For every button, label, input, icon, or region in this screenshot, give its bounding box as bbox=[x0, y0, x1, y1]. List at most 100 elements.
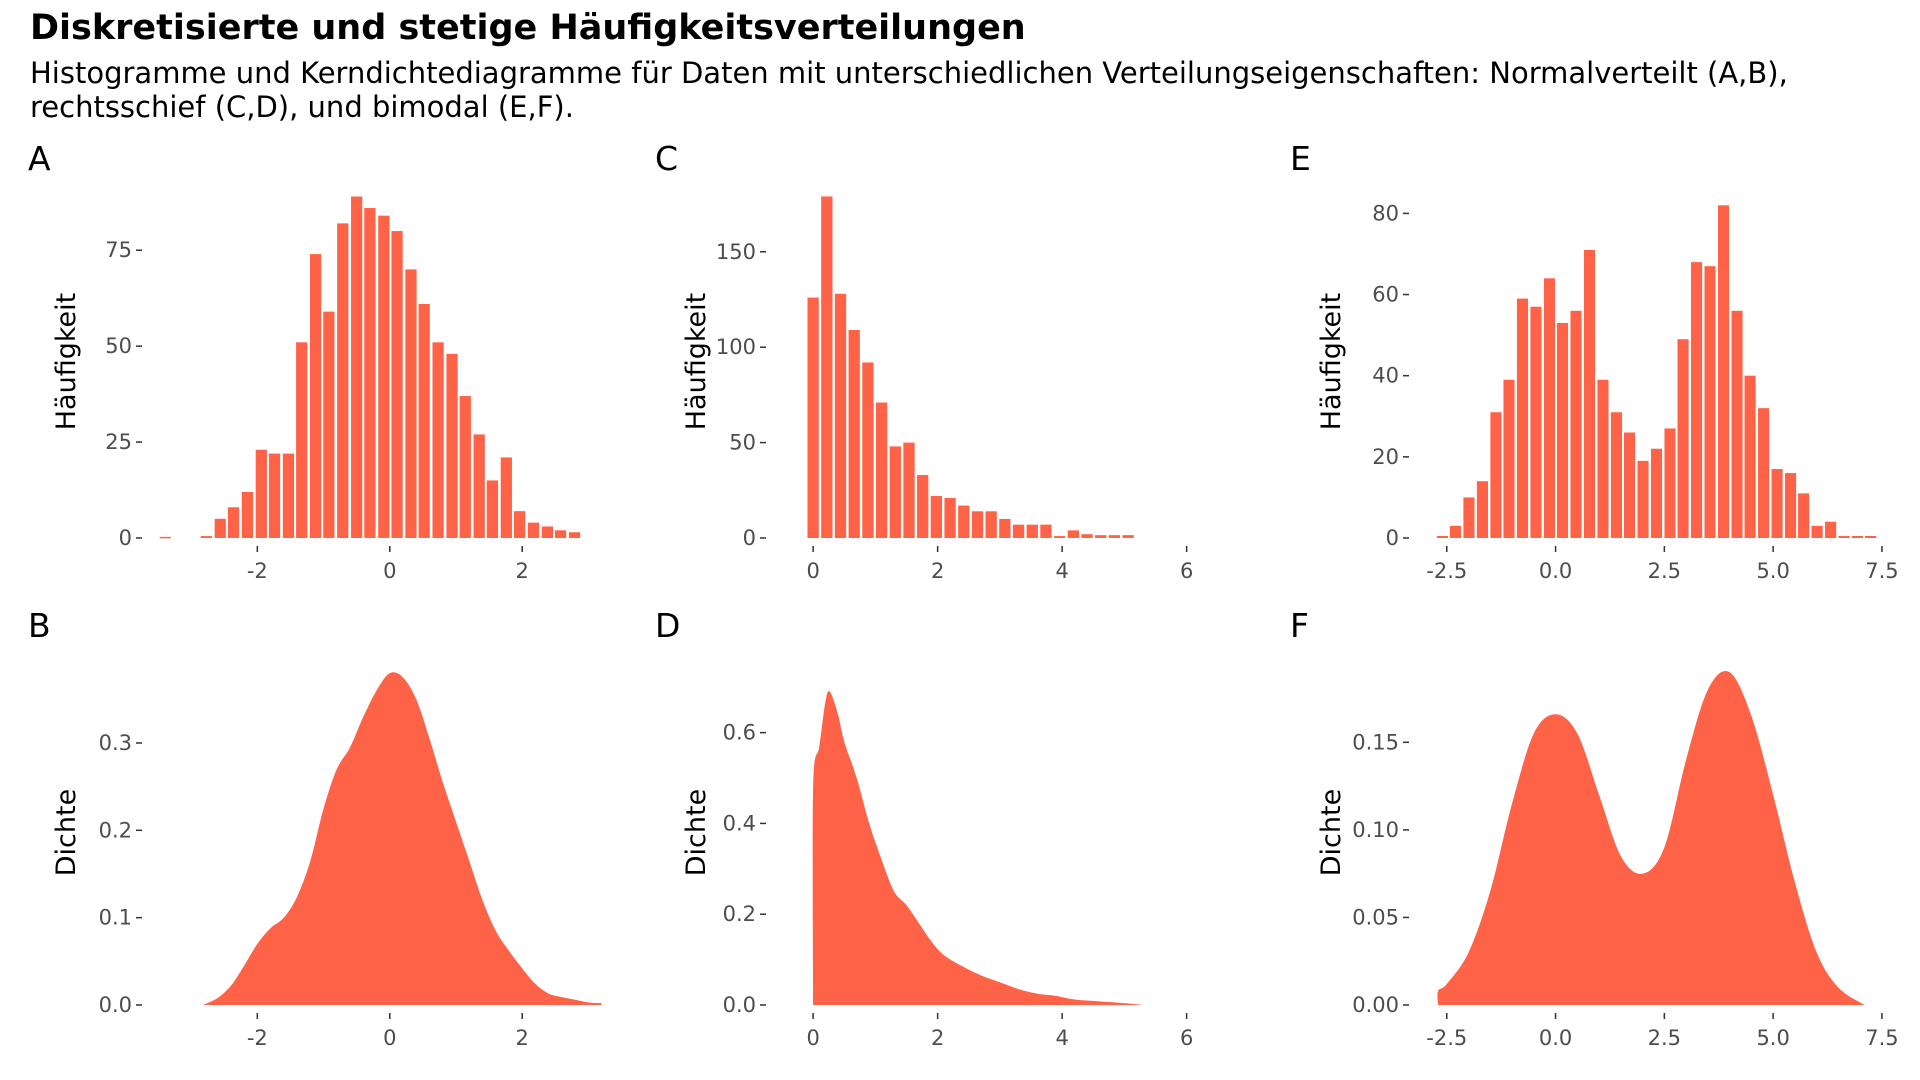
y-tick-label: 150 bbox=[716, 240, 756, 264]
panel-label: F bbox=[1290, 606, 1309, 645]
histogram-bar bbox=[227, 507, 240, 538]
x-tick-label: 0 bbox=[806, 1026, 819, 1050]
panel-label: C bbox=[655, 139, 678, 178]
y-tick-label: 0.1 bbox=[99, 906, 132, 930]
histogram-bar bbox=[930, 496, 943, 538]
histogram-bar bbox=[1825, 521, 1837, 538]
histogram-bar bbox=[1081, 534, 1093, 538]
y-tick-label: 50 bbox=[105, 334, 132, 358]
histogram-bar bbox=[378, 215, 390, 538]
y-tick-label: 60 bbox=[1372, 283, 1399, 307]
x-tick-label: 2 bbox=[516, 1026, 529, 1050]
x-tick-label: 7.5 bbox=[1865, 1026, 1898, 1050]
y-tick-label: 80 bbox=[1372, 201, 1399, 225]
histogram-bar bbox=[848, 330, 860, 538]
histogram-bar bbox=[1623, 432, 1636, 538]
histogram-bar bbox=[1543, 278, 1556, 538]
y-tick-label: 0.0 bbox=[99, 993, 132, 1017]
histogram-bar bbox=[1436, 535, 1448, 538]
histogram-bar bbox=[1691, 262, 1703, 538]
x-tick-label: -2.5 bbox=[1426, 559, 1467, 583]
y-tick-label: 0 bbox=[1386, 526, 1399, 550]
histogram-bar bbox=[391, 231, 403, 539]
histogram-bar bbox=[862, 362, 874, 538]
histogram-bar bbox=[527, 522, 540, 538]
histogram-bar bbox=[513, 511, 526, 538]
histogram-bar bbox=[917, 475, 929, 538]
histogram-bar bbox=[889, 446, 901, 538]
x-tick-label: 0 bbox=[383, 559, 396, 583]
y-tick-label: 50 bbox=[729, 431, 756, 455]
histogram-bar bbox=[985, 511, 997, 538]
page-title: Diskretisierte und stetige Häufigkeitsve… bbox=[30, 8, 1026, 48]
histogram-bar bbox=[568, 532, 581, 538]
histogram-bar bbox=[834, 293, 847, 538]
histogram-bar bbox=[1530, 306, 1542, 538]
histogram-bar bbox=[351, 196, 363, 538]
histogram-bar bbox=[364, 208, 376, 539]
histogram-bar bbox=[337, 223, 349, 538]
histogram-bar bbox=[971, 511, 984, 538]
histogram-bar bbox=[1811, 525, 1823, 538]
y-tick-label: 20 bbox=[1372, 445, 1399, 469]
histogram-bar bbox=[1026, 524, 1038, 538]
y-tick-label: 75 bbox=[105, 238, 132, 262]
histogram-bar bbox=[958, 505, 970, 538]
histogram-bar bbox=[1865, 535, 1877, 538]
y-tick-label: 0 bbox=[119, 526, 132, 550]
histogram-bar bbox=[944, 497, 956, 538]
y-tick-label: 0.6 bbox=[723, 721, 756, 745]
histogram-bar bbox=[1664, 428, 1676, 538]
histogram-bar bbox=[323, 311, 335, 538]
histogram-bar bbox=[1503, 379, 1515, 538]
histogram-bar bbox=[1758, 408, 1770, 538]
x-tick-label: 0 bbox=[383, 1026, 396, 1050]
y-tick-label: 0.3 bbox=[99, 731, 132, 755]
x-tick-label: 4 bbox=[1055, 559, 1068, 583]
y-tick-label: 0.10 bbox=[1352, 818, 1399, 842]
x-tick-label: 2 bbox=[931, 559, 944, 583]
histogram-bar bbox=[1597, 379, 1609, 538]
histogram-bar bbox=[875, 402, 888, 538]
x-tick-label: 0.0 bbox=[1539, 1026, 1572, 1050]
panel-e: E Häufigkeit 0 20 40 60 80 -2.5 0.0 2.5 5.0 7.5 bbox=[1290, 139, 1899, 583]
panel-b: B Dichte 0.0 0.1 0.2 0.3 -2 0 2 bbox=[28, 606, 602, 1050]
histogram-bar bbox=[541, 526, 554, 538]
histogram-bar bbox=[296, 342, 308, 538]
panel-label: B bbox=[28, 606, 51, 645]
panel-label: E bbox=[1290, 139, 1311, 178]
y-tick-label: 0.2 bbox=[723, 902, 756, 926]
histogram-bar bbox=[432, 342, 444, 538]
histogram-bar bbox=[999, 518, 1011, 538]
histogram-bar bbox=[418, 303, 430, 538]
histogram-bar bbox=[405, 269, 417, 538]
x-tick-label: -2.5 bbox=[1426, 1026, 1467, 1050]
histogram-bar bbox=[1704, 266, 1716, 538]
histogram-bar bbox=[903, 442, 915, 538]
histogram-bar bbox=[486, 480, 499, 538]
y-axis-label: Dichte bbox=[1316, 789, 1347, 876]
y-tick-label: 0.2 bbox=[99, 818, 132, 842]
density-area bbox=[1437, 670, 1865, 1005]
histogram-bar bbox=[1040, 524, 1052, 538]
histogram-bar bbox=[1785, 473, 1797, 538]
histogram-bar bbox=[309, 254, 322, 538]
histogram-bar bbox=[1570, 310, 1582, 538]
histogram-bar bbox=[1095, 535, 1107, 538]
y-tick-label: 0.4 bbox=[723, 811, 756, 835]
histogram-bar bbox=[1583, 249, 1596, 538]
x-tick-label: 2.5 bbox=[1648, 1026, 1681, 1050]
y-axis-label: Dichte bbox=[681, 789, 712, 876]
histogram-bar bbox=[500, 457, 512, 538]
histogram-bar bbox=[1490, 412, 1502, 538]
histogram-bar bbox=[1516, 298, 1529, 538]
y-tick-label: 25 bbox=[105, 430, 132, 454]
y-tick-label: 0 bbox=[743, 526, 756, 550]
x-tick-label: -2 bbox=[247, 559, 268, 583]
histogram-bar bbox=[1637, 460, 1649, 538]
histogram-bar bbox=[1108, 535, 1121, 538]
y-tick-label: 0.15 bbox=[1352, 730, 1399, 754]
histogram-bar bbox=[446, 353, 458, 538]
y-axis-label: Häufigkeit bbox=[1316, 293, 1347, 430]
